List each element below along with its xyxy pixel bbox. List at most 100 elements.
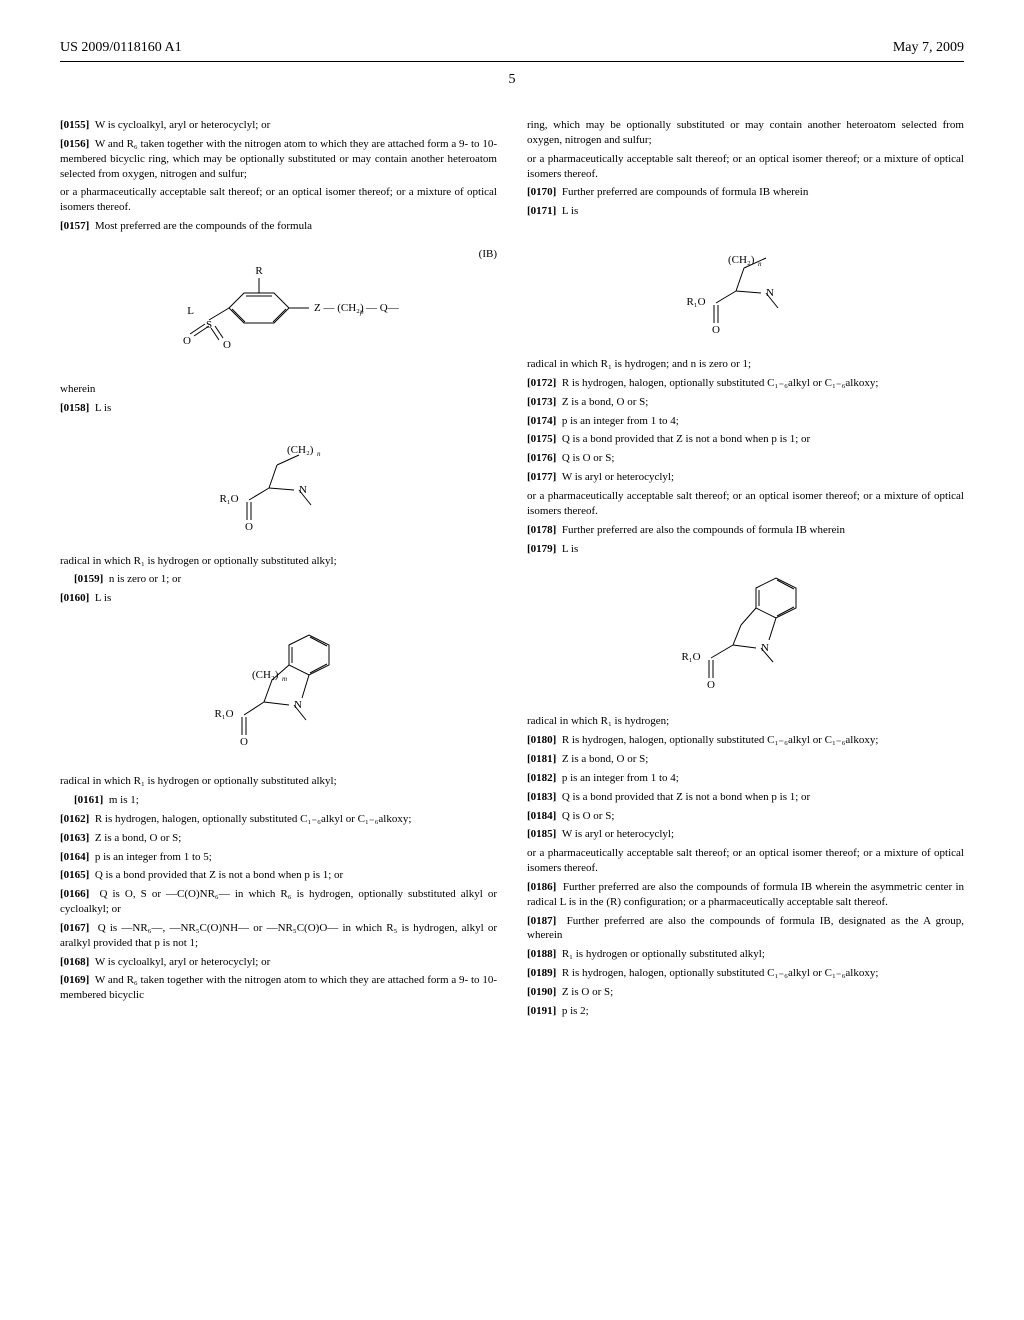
chem-structure-ib: R L S O O Z — (CH₂) p — Q—W [60, 248, 497, 368]
para-num: [0162] [60, 813, 89, 825]
svg-text:O: O [712, 324, 720, 336]
para-text: n is zero or 1; or [109, 573, 181, 585]
svg-text:(CH₂): (CH₂) [252, 669, 279, 681]
para-text: Further preferred are also the compounds… [562, 524, 845, 536]
formula-label-ib: (IB) [479, 248, 497, 260]
para-text: Q is a bond provided that Z is not a bon… [562, 791, 810, 803]
para-text: R is hydrogen, halogen, optionally subst… [562, 377, 879, 389]
para-num: [0170] [527, 186, 556, 198]
para-text: Z is a bond, O or S; [562, 396, 648, 408]
para-text: L is [562, 205, 578, 217]
para-num: [0160] [60, 592, 89, 604]
para-text: Q is O, S or —C(O)NR₆— in which R₆ is hy… [60, 888, 497, 915]
doc-date: May 7, 2009 [893, 40, 964, 56]
svg-text:Z — (CH₂): Z — (CH₂) [314, 302, 364, 314]
para-text: Q is a bond provided that Z is not a bon… [562, 433, 810, 445]
para-text: p is an integer from 1 to 4; [562, 772, 679, 784]
svg-text:(CH₂): (CH₂) [287, 444, 314, 456]
svg-text:O: O [223, 339, 231, 351]
svg-text:O: O [240, 736, 248, 748]
svg-text:S: S [206, 319, 212, 331]
radical-text: radical in which R₁ is hydrogen or optio… [60, 554, 497, 569]
para-text: W is cycloalkyl, aryl or heterocyclyl; o… [95, 956, 270, 968]
para-text: Z is O or S; [562, 986, 613, 998]
chem-structure-l2: R₁O O N (CH₂) m [60, 620, 497, 760]
para-num: [0186] [527, 881, 556, 893]
para-text: R is hydrogen, halogen, optionally subst… [562, 734, 879, 746]
para-text: p is 2; [562, 1005, 589, 1017]
para-num: [0185] [527, 828, 556, 840]
para-text: L is [562, 543, 578, 555]
salt-clause: or a pharmaceutically acceptable salt th… [527, 846, 964, 876]
salt-clause: or a pharmaceutically acceptable salt th… [527, 152, 964, 182]
para-text: Further preferred are compounds of formu… [562, 186, 809, 198]
header-rule [60, 61, 964, 62]
page-number: 5 [60, 72, 964, 88]
para-text: R₁ is hydrogen or optionally substituted… [562, 948, 765, 960]
para-text: W and R₆ taken together with the nitroge… [60, 974, 497, 1001]
svg-text:(CH₂): (CH₂) [728, 254, 755, 266]
para-num: [0164] [60, 851, 89, 863]
para-text: Q is O or S; [562, 810, 615, 822]
para-num: [0184] [527, 810, 556, 822]
para-num: [0158] [60, 402, 89, 414]
para-num: [0191] [527, 1005, 556, 1017]
doc-number: US 2009/0118160 A1 [60, 40, 182, 56]
radical-text: radical in which R₁ is hydrogen; [527, 714, 964, 729]
svg-text:N: N [761, 642, 769, 654]
para-text: m is 1; [109, 794, 139, 806]
svg-text:R₁O: R₁O [681, 651, 700, 663]
svg-text:O: O [245, 521, 253, 533]
para-num: [0163] [60, 832, 89, 844]
para-num: [0157] [60, 220, 89, 232]
para-num: [0171] [527, 205, 556, 217]
salt-clause: or a pharmaceutically acceptable salt th… [527, 489, 964, 519]
svg-text:N: N [299, 484, 307, 496]
para-num: [0155] [60, 119, 89, 131]
para-num: [0177] [527, 471, 556, 483]
svg-text:n: n [758, 260, 762, 268]
para-text: W is aryl or heterocyclyl; [562, 828, 674, 840]
para-text: R is hydrogen, halogen, optionally subst… [95, 813, 412, 825]
chem-structure-l4: R₁O O N [527, 570, 964, 700]
para-num: [0169] [60, 974, 89, 986]
para-num: [0176] [527, 452, 556, 464]
para-num: [0166] [60, 888, 89, 900]
svg-text:R: R [256, 265, 264, 277]
para-num: [0189] [527, 967, 556, 979]
svg-text:L: L [188, 305, 195, 317]
para-text: Z is a bond, O or S; [562, 753, 648, 765]
svg-text:N: N [766, 287, 774, 299]
para-num: [0168] [60, 956, 89, 968]
para-text: p is an integer from 1 to 5; [95, 851, 212, 863]
salt-clause: or a pharmaceutically acceptable salt th… [60, 185, 497, 215]
para-num: [0187] [527, 915, 556, 927]
svg-text:R₁O: R₁O [219, 493, 238, 505]
para-text: Further preferred are also the compounds… [527, 881, 964, 908]
para-text: W is cycloalkyl, aryl or heterocyclyl; o… [95, 119, 270, 131]
para-num: [0181] [527, 753, 556, 765]
svg-text:R₁O: R₁O [686, 296, 705, 308]
wherein: wherein [60, 382, 497, 397]
para-num: [0172] [527, 377, 556, 389]
para-num: [0183] [527, 791, 556, 803]
para-text: p is an integer from 1 to 4; [562, 415, 679, 427]
para-num: [0179] [527, 543, 556, 555]
para-text: L is [95, 402, 111, 414]
para-num: [0161] [74, 794, 103, 806]
para-text: L is [95, 592, 111, 604]
para-text: Most preferred are the compounds of the … [95, 220, 312, 232]
para-text: W and R₆ taken together with the nitroge… [60, 138, 497, 180]
chem-structure-l3: R₁O O N (CH₂) n [527, 233, 964, 343]
svg-text:m: m [282, 675, 287, 683]
para-text: R is hydrogen, halogen, optionally subst… [562, 967, 879, 979]
para-num: [0165] [60, 869, 89, 881]
para-num: [0178] [527, 524, 556, 536]
svg-text:— Q—W: — Q—W [365, 302, 399, 314]
para-text: Q is O or S; [562, 452, 615, 464]
para-num: [0173] [527, 396, 556, 408]
para-text: Q is a bond provided that Z is not a bon… [95, 869, 343, 881]
svg-text:R₁O: R₁O [214, 708, 233, 720]
para-continuation: ring, which may be optionally substitute… [527, 118, 964, 148]
para-num: [0180] [527, 734, 556, 746]
